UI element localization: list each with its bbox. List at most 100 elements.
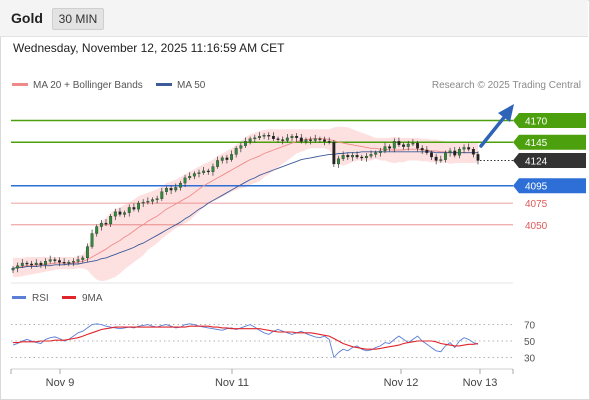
candle-body xyxy=(369,154,373,157)
candle-body xyxy=(248,138,252,142)
candle-body xyxy=(174,187,178,191)
candle-body xyxy=(388,146,392,149)
ma20-line xyxy=(12,138,478,269)
x-tick-label: Nov 11 xyxy=(215,377,249,389)
candle-body xyxy=(72,261,75,263)
candle-body xyxy=(258,135,261,139)
candle-body xyxy=(109,215,113,225)
candle-body xyxy=(165,188,168,192)
ma50-swatch xyxy=(156,82,172,86)
candle-body xyxy=(230,154,233,160)
rsi-line xyxy=(12,323,479,359)
candle-body xyxy=(132,207,136,210)
candle-body xyxy=(202,170,206,173)
legend-bollinger: MA 20 + Bollinger Bands xyxy=(12,80,143,91)
candle-body xyxy=(206,170,210,173)
candle-body xyxy=(457,149,461,156)
candle-body xyxy=(262,135,266,137)
timeframe-badge[interactable]: 30 MIN xyxy=(52,8,104,30)
x-tick-label: Nov 9 xyxy=(46,377,75,389)
candle-body xyxy=(95,226,99,234)
level-label-4095: 4095 xyxy=(525,182,548,193)
bollinger-swatch xyxy=(12,82,28,86)
legend-rsi-ma: 9MA xyxy=(62,293,103,304)
candle-body xyxy=(141,202,145,204)
candle-body xyxy=(267,135,271,137)
candle-body xyxy=(467,147,471,150)
candle-body xyxy=(81,257,85,260)
candle-body xyxy=(90,233,94,247)
candle-body xyxy=(197,172,201,174)
candle-body xyxy=(216,160,220,167)
candle-body xyxy=(44,261,47,265)
candle-body xyxy=(425,149,429,153)
candle-body xyxy=(225,157,229,160)
candle-body xyxy=(304,139,308,142)
candle-body xyxy=(211,166,215,172)
legend-ma50: MA 50 xyxy=(156,80,205,91)
candle-body xyxy=(360,156,364,159)
candle-body xyxy=(281,139,285,141)
level-tag-4095 xyxy=(513,178,586,194)
candle-body xyxy=(151,199,154,202)
bollinger-label: MA 20 + Bollinger Bands xyxy=(33,80,143,91)
candle-body xyxy=(118,211,122,215)
candle-body xyxy=(364,155,368,159)
candle-body xyxy=(16,265,20,269)
candle-body xyxy=(332,142,336,165)
ma50-label: MA 50 xyxy=(177,80,206,91)
candle-body xyxy=(434,156,438,161)
candle-body xyxy=(104,222,108,225)
candle-body xyxy=(113,211,117,217)
credit-label: Research © 2025 Trading Central xyxy=(431,80,581,91)
candle-body xyxy=(20,262,24,266)
rsi-label: RSI xyxy=(32,293,49,304)
candle-body xyxy=(127,207,131,213)
candle-body xyxy=(355,155,359,158)
ma50-line xyxy=(12,151,478,269)
projection-arrow-head xyxy=(498,104,514,122)
candle-body xyxy=(285,137,289,141)
candle-body xyxy=(48,259,52,262)
candle-body xyxy=(448,150,452,153)
candle-body xyxy=(239,145,243,149)
rsi-ma-line xyxy=(13,325,479,350)
rsi-ma-swatch xyxy=(62,295,76,299)
candle-body xyxy=(137,202,140,210)
candle-body xyxy=(160,191,164,199)
candle-body xyxy=(416,142,419,149)
candle-body xyxy=(406,143,410,147)
candles-group xyxy=(11,132,480,274)
candle-body xyxy=(327,141,331,143)
bollinger-band-fill xyxy=(13,126,478,282)
candle-body xyxy=(471,149,475,155)
candle-body xyxy=(76,259,80,262)
candle-body xyxy=(420,148,424,151)
rsi-tick-50: 50 xyxy=(524,337,536,348)
candle-body xyxy=(123,212,127,215)
candle-body xyxy=(53,259,57,261)
rsi-tick-30: 30 xyxy=(524,353,536,364)
candle-body xyxy=(318,138,322,140)
candle-body xyxy=(34,262,38,265)
symbol-title: Gold xyxy=(11,10,43,26)
level-label-4124: 4124 xyxy=(525,156,548,167)
candle-body xyxy=(234,148,238,155)
x-tick-label: Nov 12 xyxy=(384,377,419,389)
projection-arrow-shaft xyxy=(479,113,508,148)
rsi-ma-label: 9MA xyxy=(82,293,103,304)
candle-body xyxy=(337,158,340,165)
candle-body xyxy=(11,268,15,271)
candle-body xyxy=(462,147,466,150)
datetime-label: Wednesday, November 12, 2025 11:16:59 AM… xyxy=(13,41,285,55)
candle-body xyxy=(453,150,457,156)
candle-body xyxy=(374,152,378,155)
candle-body xyxy=(323,139,326,142)
candle-body xyxy=(244,141,247,146)
candle-body xyxy=(271,135,275,139)
candle-body xyxy=(62,262,66,264)
candle-body xyxy=(411,142,415,145)
candle-body xyxy=(430,152,433,158)
candle-body xyxy=(383,146,387,152)
candle-body xyxy=(439,159,443,161)
